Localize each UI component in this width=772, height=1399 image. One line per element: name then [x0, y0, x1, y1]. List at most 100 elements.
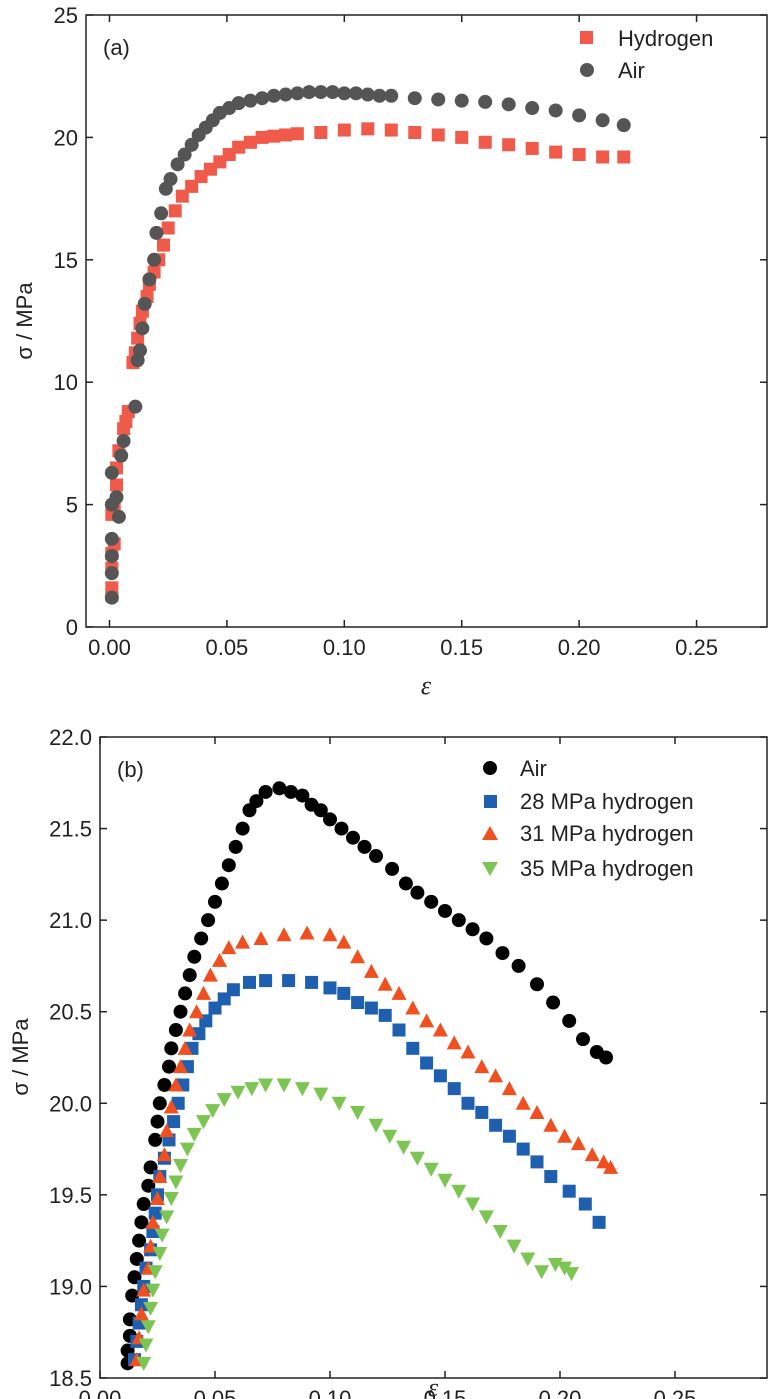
legend-marker-air: [580, 63, 594, 77]
y-tick-label: 10: [54, 370, 78, 395]
data-point-35-mpa-hydrogen: [230, 1085, 246, 1100]
data-point-31-mpa-hydrogen: [405, 1000, 421, 1015]
data-point-air: [164, 1041, 179, 1056]
data-point-35-mpa-hydrogen: [147, 1265, 163, 1280]
data-point-air: [128, 399, 143, 414]
y-tick-label: 15: [54, 248, 78, 273]
legend-label-air-b: Air: [520, 756, 547, 781]
data-point-hydrogen: [255, 130, 269, 144]
x-tick-label: 0.20: [558, 635, 601, 660]
legend-label-28mpa: 28 MPa hydrogen: [520, 789, 694, 814]
data-point-35-mpa-hydrogen: [368, 1118, 384, 1133]
data-point-air: [177, 147, 192, 162]
data-point-28-mpa-hydrogen: [259, 974, 273, 988]
x-tick-label: 0.10: [309, 1386, 352, 1399]
data-point-air: [255, 91, 270, 106]
data-point-28-mpa-hydrogen: [337, 986, 351, 1000]
data-point-31-mpa-hydrogen: [474, 1059, 490, 1074]
legend-marker-35mpa: [482, 862, 498, 876]
data-point-31-mpa-hydrogen: [202, 967, 218, 982]
y-tick-label: 21.0: [49, 908, 92, 933]
data-point-28-mpa-hydrogen: [378, 1008, 392, 1022]
data-point-31-mpa-hydrogen: [570, 1136, 586, 1151]
panel-a-marks: [104, 85, 631, 605]
data-point-air: [258, 784, 273, 799]
data-point-31-mpa-hydrogen: [529, 1104, 545, 1119]
data-point-air: [616, 118, 631, 133]
data-point-air: [360, 87, 375, 102]
data-point-air: [548, 103, 563, 118]
data-point-air: [525, 101, 540, 116]
data-point-air: [349, 86, 364, 101]
data-point-35-mpa-hydrogen: [276, 1078, 292, 1093]
data-point-31-mpa-hydrogen: [377, 976, 393, 991]
legend-label-hydrogen: Hydrogen: [618, 26, 713, 51]
data-point-air: [134, 1215, 149, 1230]
data-point-35-mpa-hydrogen: [145, 1283, 161, 1298]
x-tick-label: 0.25: [654, 1386, 697, 1399]
panel-a-plot-frame: [85, 14, 768, 628]
data-point-air: [325, 85, 340, 100]
data-point-31-mpa-hydrogen: [173, 1059, 188, 1074]
data-point-35-mpa-hydrogen: [138, 1338, 154, 1353]
data-point-hydrogen: [243, 135, 257, 149]
data-point-hydrogen: [431, 128, 445, 142]
data-point-35-mpa-hydrogen: [152, 1246, 168, 1261]
data-point-31-mpa-hydrogen: [603, 1159, 619, 1174]
panel-a-x-ticks: 0.00 0.05 0.10 0.15 0.20 0.25: [88, 15, 718, 660]
data-point-air: [599, 1050, 613, 1065]
data-point-air: [398, 876, 413, 891]
data-point-28-mpa-hydrogen: [578, 1197, 592, 1211]
data-point-hydrogen: [105, 581, 119, 595]
data-point-28-mpa-hydrogen: [167, 1115, 181, 1129]
data-point-31-mpa-hydrogen: [212, 952, 228, 967]
data-point-air: [407, 91, 422, 106]
data-point-air: [302, 85, 317, 100]
data-point-air: [323, 812, 337, 827]
data-point-air: [148, 1132, 163, 1147]
data-point-air: [465, 922, 480, 937]
data-point-air: [478, 94, 493, 109]
data-point-air: [104, 549, 119, 564]
y-tick-label: 20: [54, 125, 78, 150]
data-point-28-mpa-hydrogen: [461, 1096, 475, 1110]
data-point-31-mpa-hydrogen: [557, 1128, 573, 1143]
data-point-air: [530, 977, 544, 992]
data-point-28-mpa-hydrogen: [364, 1001, 378, 1015]
x-tick-label: 0.05: [194, 1386, 237, 1399]
data-point-hydrogen: [455, 130, 469, 144]
data-point-31-mpa-hydrogen: [168, 1077, 184, 1092]
data-point-air: [162, 1059, 176, 1074]
panel-b-plot-frame: [99, 736, 768, 1379]
y-tick-label: 20.5: [49, 1000, 92, 1025]
data-point-28-mpa-hydrogen: [134, 1298, 148, 1312]
data-point-31-mpa-hydrogen: [150, 1191, 165, 1206]
data-point-31-mpa-hydrogen: [488, 1068, 504, 1083]
data-point-31-mpa-hydrogen: [419, 1013, 435, 1028]
x-tick-label: 0.05: [205, 635, 248, 660]
data-point-air: [157, 1077, 172, 1092]
data-point-hydrogen: [549, 145, 563, 159]
data-point-air: [384, 88, 399, 103]
legend-label-35mpa: 35 MPa hydrogen: [520, 856, 694, 881]
data-point-35-mpa-hydrogen: [159, 1210, 175, 1225]
data-point-air: [201, 913, 216, 928]
data-point-hydrogen: [572, 148, 586, 162]
data-point-air: [168, 1023, 183, 1038]
data-point-air: [173, 1004, 188, 1019]
data-point-31-mpa-hydrogen: [460, 1044, 476, 1059]
data-point-28-mpa-hydrogen: [447, 1082, 461, 1096]
data-point-air: [431, 92, 446, 107]
data-point-28-mpa-hydrogen: [562, 1184, 576, 1198]
y-tick-label: 0: [66, 615, 78, 640]
data-point-air: [137, 296, 152, 311]
data-point-31-mpa-hydrogen: [253, 930, 269, 945]
data-point-28-mpa-hydrogen: [351, 996, 365, 1010]
data-point-hydrogen: [384, 123, 398, 137]
panel-b-marks: [120, 781, 619, 1371]
data-point-35-mpa-hydrogen: [382, 1129, 398, 1144]
data-point-air: [385, 861, 400, 876]
data-point-31-mpa-hydrogen: [196, 985, 211, 1000]
data-point-35-mpa-hydrogen: [465, 1197, 481, 1212]
data-point-28-mpa-hydrogen: [192, 1027, 206, 1041]
